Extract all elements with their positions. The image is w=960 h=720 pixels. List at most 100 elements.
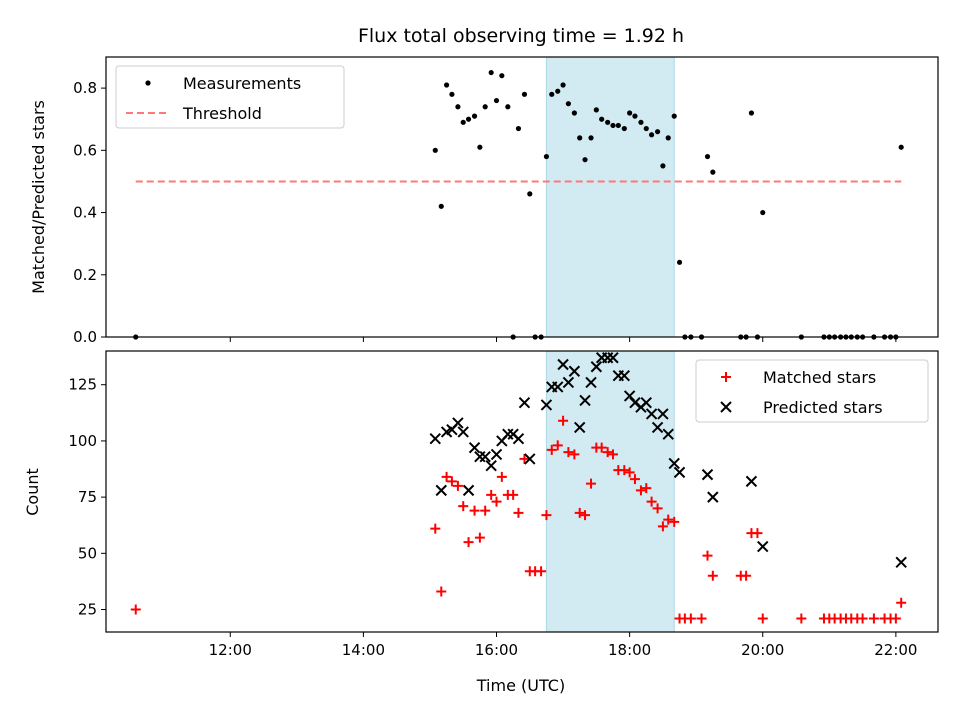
data-point	[441, 471, 452, 482]
data-point	[643, 125, 649, 132]
data-point	[868, 613, 879, 624]
data-point	[665, 135, 671, 141]
data-point	[435, 484, 447, 497]
top-panel: 0.0 0.2 0.4 0.6 0.8 Measurements Threshold	[73, 56, 939, 346]
data-point	[512, 432, 525, 445]
data-point	[482, 104, 488, 110]
data-point	[463, 537, 474, 548]
data-point	[580, 510, 591, 521]
data-point	[541, 510, 552, 521]
data-point	[524, 453, 536, 465]
data-point	[471, 113, 478, 119]
data-point	[429, 432, 441, 445]
data-point	[857, 613, 868, 624]
data-point	[707, 570, 718, 581]
data-point	[623, 390, 636, 402]
data-point	[568, 365, 581, 377]
bottom-panel: 25 50 75 100 125 12:00 14:00 16:00 18:00 20:00 22:…	[68, 350, 939, 659]
legend-label: Matched stars	[763, 368, 876, 387]
data-point	[455, 104, 461, 110]
data-point	[469, 505, 480, 516]
data-point	[582, 157, 588, 163]
data-point	[745, 475, 758, 488]
data-point	[757, 613, 768, 624]
y-tick-label: 0.6	[73, 141, 97, 159]
data-point	[490, 448, 503, 461]
bottom-y-axis-label: Count	[23, 468, 42, 516]
data-point	[757, 540, 769, 553]
data-point	[130, 604, 141, 615]
data-point	[477, 144, 483, 150]
data-point	[602, 447, 613, 458]
data-point	[560, 82, 566, 88]
top-y-axis-label: Matched/Predicted stars	[29, 100, 48, 294]
data-point	[607, 352, 619, 364]
data-point	[485, 459, 497, 472]
data-point	[741, 570, 752, 581]
series-measurements	[133, 69, 904, 340]
legend: Measurements Threshold	[115, 65, 345, 129]
data-point	[760, 209, 766, 216]
data-point	[432, 147, 438, 153]
data-point	[546, 444, 557, 455]
data-point	[624, 467, 635, 478]
data-point	[460, 119, 466, 125]
data-point	[629, 474, 640, 485]
legend-marker	[145, 80, 151, 86]
data-point	[513, 507, 524, 518]
data-point	[462, 484, 475, 497]
data-point	[890, 613, 901, 624]
data-point	[562, 376, 575, 389]
y-tick-label: 0.2	[73, 266, 97, 284]
chart-title: Flux total observing time = 1.92 h	[358, 25, 684, 47]
data-point	[619, 465, 630, 476]
highlight-span	[545, 350, 675, 633]
y-tick-label: 75	[78, 488, 97, 506]
x-tick-label: 22:00	[874, 641, 917, 659]
legend-label: Predicted stars	[763, 398, 883, 417]
data-point	[563, 447, 574, 458]
data-point	[557, 358, 569, 371]
legend-box	[695, 359, 929, 423]
data-point	[438, 203, 444, 209]
x-tick-label: 16:00	[475, 641, 518, 659]
data-point	[618, 370, 631, 382]
data-point	[638, 119, 644, 125]
data-point	[446, 476, 457, 487]
data-point	[593, 107, 599, 113]
legend: Matched stars Predicted stars	[695, 359, 929, 423]
data-point	[896, 597, 907, 608]
data-point	[574, 507, 585, 518]
data-point	[488, 69, 494, 76]
data-point	[669, 516, 680, 527]
data-point	[663, 514, 674, 525]
data-point	[657, 408, 669, 420]
legend-marker	[721, 372, 731, 382]
data-point	[452, 480, 463, 491]
data-point	[452, 417, 464, 429]
data-point	[651, 421, 664, 434]
data-point	[796, 613, 807, 624]
data-point	[657, 521, 668, 532]
data-point	[621, 125, 627, 132]
data-point	[676, 259, 683, 265]
data-point	[615, 122, 621, 129]
data-point	[505, 104, 511, 110]
data-point	[588, 135, 594, 141]
y-tick-label: 50	[78, 544, 97, 562]
data-point	[574, 421, 586, 434]
data-point	[671, 113, 677, 119]
data-point	[704, 153, 711, 160]
data-point	[443, 82, 450, 88]
data-point	[635, 485, 646, 496]
data-point	[610, 122, 616, 129]
data-point	[536, 566, 547, 577]
legend-label: Measurements	[183, 74, 301, 93]
data-point	[543, 153, 550, 160]
y-tick-label: 0.0	[73, 328, 97, 346]
data-point	[493, 97, 500, 104]
data-point	[502, 428, 514, 440]
data-point	[519, 453, 530, 464]
data-point	[654, 129, 661, 135]
